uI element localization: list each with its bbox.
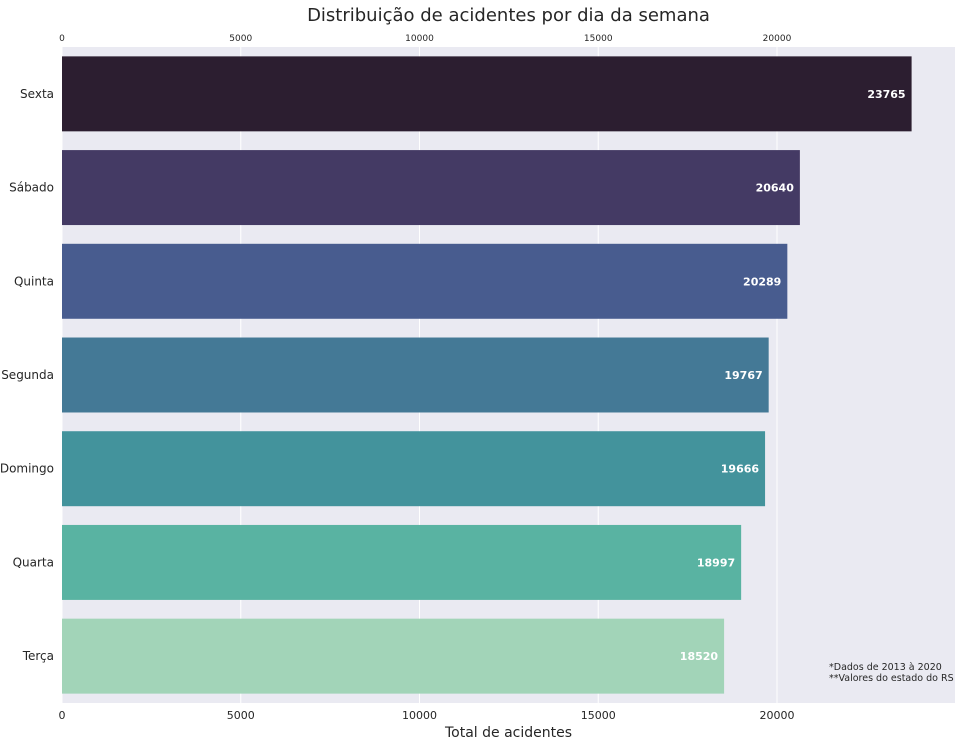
category-label: Domingo bbox=[0, 462, 54, 476]
bar-sábado bbox=[62, 150, 800, 226]
bar-quarta bbox=[62, 524, 742, 600]
bottom-tick-label: 20000 bbox=[760, 709, 795, 722]
top-tick-label: 20000 bbox=[763, 34, 792, 44]
bottom-tick-label: 15000 bbox=[581, 709, 616, 722]
category-label: Segunda bbox=[1, 368, 54, 382]
bottom-tick-label: 0 bbox=[59, 709, 66, 722]
bar-value-label: 19767 bbox=[724, 369, 762, 382]
annotation-years: *Dados de 2013 à 2020 bbox=[829, 662, 942, 673]
bottom-tick-label: 10000 bbox=[402, 709, 437, 722]
category-label: Quinta bbox=[14, 274, 54, 288]
bar-terça bbox=[62, 618, 725, 694]
bar-value-label: 20289 bbox=[743, 275, 781, 288]
bar-value-labels: 23765 20640 20289 19767 19666 18997 18520 bbox=[680, 88, 906, 663]
bar-quinta bbox=[62, 243, 788, 319]
top-tick-label: 15000 bbox=[584, 34, 613, 44]
top-tick-label: 10000 bbox=[405, 34, 434, 44]
category-label: Sábado bbox=[9, 181, 54, 195]
bar-value-label: 20640 bbox=[756, 182, 795, 195]
category-label: Terça bbox=[22, 649, 54, 663]
bar-domingo bbox=[62, 431, 766, 507]
bottom-axis-ticks: 0 5000 10000 15000 20000 bbox=[59, 709, 795, 722]
category-label: Sexta bbox=[20, 87, 54, 101]
annotation-state: **Valores do estado do RS bbox=[829, 673, 954, 684]
bar-value-label: 18997 bbox=[697, 556, 735, 569]
bar-segunda bbox=[62, 337, 769, 413]
top-tick-label: 5000 bbox=[229, 34, 252, 44]
bar-value-label: 19666 bbox=[721, 463, 760, 476]
bar-value-label: 23765 bbox=[867, 88, 905, 101]
category-label: Quarta bbox=[13, 555, 54, 569]
top-tick-label: 0 bbox=[59, 34, 65, 44]
bars bbox=[62, 56, 912, 694]
top-axis-ticks: 0 5000 10000 15000 20000 bbox=[59, 34, 791, 44]
bottom-tick-label: 5000 bbox=[227, 709, 255, 722]
chart-title: Distribuição de acidentes por dia da sem… bbox=[307, 5, 710, 26]
bar-sexta bbox=[62, 56, 912, 132]
category-labels: Sexta Sábado Quinta Segunda Domingo Quarta Ter… bbox=[0, 87, 54, 663]
x-axis-label: Total de acidentes bbox=[444, 725, 572, 741]
bar-value-label: 18520 bbox=[680, 650, 719, 663]
